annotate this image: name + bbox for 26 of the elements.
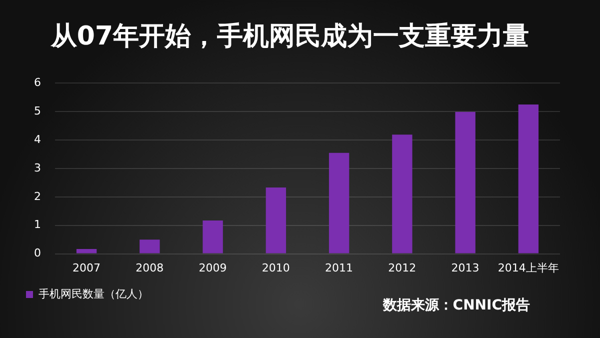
legend-label: 手机网民数量（亿人） xyxy=(38,287,148,300)
bar xyxy=(518,104,539,254)
x-tick-label: 2009 xyxy=(198,261,227,274)
y-tick-label: 2 xyxy=(34,190,41,203)
chart-title: 从07年开始，手机网民成为一支重要力量 xyxy=(50,21,530,52)
x-tick-label: 2011 xyxy=(325,261,354,274)
y-tick-label: 5 xyxy=(34,104,41,118)
y-tick-label: 4 xyxy=(34,132,41,146)
x-tick-label: 2012 xyxy=(388,261,416,274)
bar xyxy=(392,134,412,254)
source-note: 数据来源：CNNIC报告 xyxy=(382,298,530,314)
bar xyxy=(455,112,476,254)
x-tick-label: 2007 xyxy=(72,261,101,274)
bar xyxy=(328,152,350,254)
bar xyxy=(76,248,97,254)
bar xyxy=(266,188,286,254)
y-tick-label: 0 xyxy=(34,246,41,260)
y-tick-label: 1 xyxy=(34,218,41,232)
x-tick-label: 2014上半年 xyxy=(498,261,559,274)
y-tick-label: 3 xyxy=(34,161,41,174)
x-tick-label: 2013 xyxy=(451,261,480,274)
y-tick-label: 6 xyxy=(34,76,41,90)
x-tick-label: 2010 xyxy=(262,261,290,274)
bar xyxy=(140,240,160,254)
x-tick-label: 2008 xyxy=(136,261,164,274)
bar xyxy=(202,220,223,254)
